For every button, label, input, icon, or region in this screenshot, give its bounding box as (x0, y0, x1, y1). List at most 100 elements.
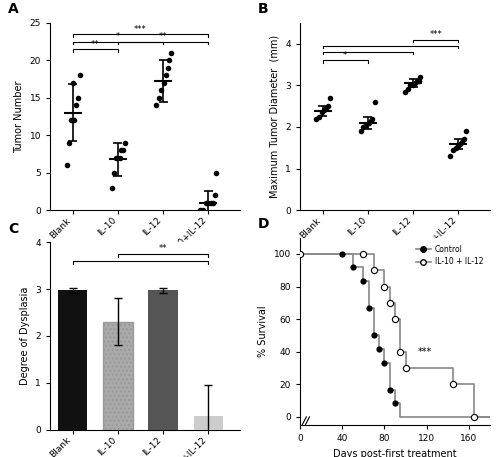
Point (380, 359, 388, 366)
Point (401, 88, 409, 95)
Point (391, 400, 399, 407)
Point (462, 128, 469, 135)
Point (74, 94, 82, 101)
Point (456, 140, 464, 147)
Text: C: C (8, 222, 18, 236)
Point (118, 147, 126, 154)
Point (199, 207, 207, 214)
Point (207, 199, 215, 207)
Text: B: B (258, 2, 269, 16)
Text: **: ** (159, 32, 168, 41)
Point (356, 128, 364, 135)
Point (154, 94, 162, 101)
Point (404, 86, 411, 93)
Point (152, 101, 160, 109)
Point (452, 144, 460, 151)
Point (449, 381, 457, 388)
Point (458, 138, 466, 145)
Text: ***: *** (430, 30, 442, 39)
Point (110, 169, 118, 176)
Point (116, 154, 124, 161)
Point (366, 117, 374, 124)
Point (449, 146, 457, 154)
Point (446, 153, 454, 160)
Point (470, 413, 478, 420)
Point (108, 184, 116, 191)
Y-axis label: % Survival: % Survival (258, 306, 268, 357)
Point (162, 72, 170, 79)
Point (416, 73, 424, 80)
Y-axis label: Degree of Dysplasia: Degree of Dysplasia (20, 287, 30, 385)
Bar (194, 415, 223, 430)
Point (380, 283, 388, 290)
Point (391, 315, 399, 323)
Text: **: ** (159, 244, 168, 254)
Bar (58, 291, 88, 430)
Point (370, 332, 378, 339)
Point (406, 82, 414, 89)
Bar (103, 322, 132, 430)
Point (338, 250, 346, 258)
Point (70, 117, 78, 124)
Point (460, 136, 468, 143)
Point (370, 266, 378, 274)
Text: D: D (258, 217, 270, 231)
Point (72, 101, 80, 109)
Point (76, 72, 84, 79)
Point (360, 277, 368, 285)
Point (312, 115, 320, 122)
Text: A: A (8, 2, 19, 16)
Point (396, 348, 404, 356)
Point (167, 49, 175, 57)
Point (68, 79, 76, 86)
Point (365, 119, 373, 127)
Text: ***: *** (418, 347, 432, 357)
Point (326, 94, 334, 101)
Y-axis label: Tumor Number: Tumor Number (14, 80, 24, 153)
Point (121, 139, 129, 146)
Point (166, 57, 173, 64)
Point (362, 121, 370, 128)
Point (320, 106, 328, 114)
Point (296, 250, 304, 258)
Point (411, 80, 419, 87)
Point (322, 105, 330, 112)
Point (67, 117, 75, 124)
Text: *: * (116, 32, 120, 41)
Point (360, 123, 368, 131)
Point (409, 82, 417, 89)
Point (204, 199, 212, 207)
Point (164, 64, 172, 71)
Point (202, 199, 209, 207)
Y-axis label: Maximum Tumor Diameter  (mm): Maximum Tumor Diameter (mm) (270, 35, 280, 198)
Point (324, 102, 332, 110)
Point (454, 142, 462, 149)
Point (120, 147, 128, 154)
Point (196, 207, 204, 214)
Point (210, 191, 218, 199)
Point (209, 199, 217, 207)
Bar (148, 291, 178, 430)
Point (368, 115, 376, 122)
Text: *: * (343, 51, 347, 60)
Text: **: ** (91, 40, 100, 49)
Point (65, 139, 73, 146)
Point (371, 98, 379, 106)
Point (160, 79, 168, 86)
Point (364, 304, 372, 312)
Point (360, 250, 368, 258)
Point (212, 169, 220, 176)
Point (315, 113, 323, 120)
Point (63, 162, 71, 169)
Point (112, 154, 120, 161)
Point (386, 386, 394, 393)
Point (349, 264, 357, 271)
Point (296, 250, 304, 258)
Point (318, 109, 326, 116)
Legend: Control, IL-10 + IL-12: Control, IL-10 + IL-12 (412, 241, 486, 269)
Point (402, 364, 409, 372)
Text: ***: *** (134, 25, 147, 34)
Point (386, 299, 394, 307)
Point (414, 78, 422, 85)
X-axis label: Days post-first treatment: Days post-first treatment (333, 449, 457, 457)
